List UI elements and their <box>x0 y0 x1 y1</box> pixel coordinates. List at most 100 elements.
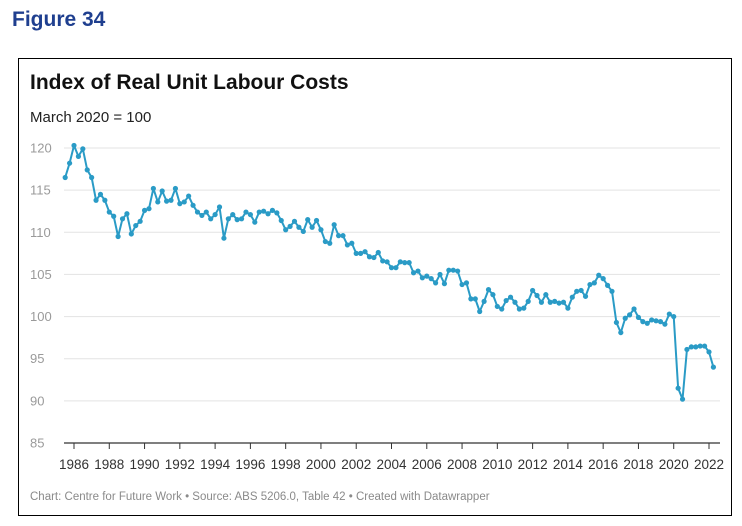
data-point <box>291 218 298 224</box>
data-point <box>446 267 452 273</box>
chart-footer: Chart: Centre for Future Work • Source: … <box>30 491 490 503</box>
data-point <box>172 185 179 192</box>
data-point <box>450 267 456 273</box>
data-point <box>631 306 637 312</box>
data-point <box>84 167 90 173</box>
data-point <box>344 242 350 248</box>
data-point <box>578 287 584 294</box>
data-point <box>349 240 355 246</box>
data-point <box>93 197 99 203</box>
y-tick-label: 110 <box>30 225 51 240</box>
data-point <box>89 174 95 181</box>
data-point <box>283 227 289 233</box>
data-point <box>657 319 664 325</box>
data-point <box>75 153 82 160</box>
data-point <box>459 281 465 288</box>
data-point <box>97 191 104 197</box>
data-point <box>499 306 505 312</box>
data-point <box>212 211 218 218</box>
x-tick-label: 1994 <box>200 457 231 472</box>
y-tick-label: 85 <box>30 436 44 451</box>
data-point <box>234 217 240 223</box>
y-tick-label: 95 <box>30 351 44 366</box>
data-point <box>80 146 86 152</box>
data-point <box>340 233 346 239</box>
data-point <box>463 280 470 286</box>
data-point <box>305 217 311 223</box>
axis-layer: 85 90 95 100 105 110 115 120 1986 1988 1990 1992 199… <box>30 141 724 473</box>
data-point <box>247 211 253 218</box>
data-point <box>649 317 655 323</box>
x-tick-label: 2018 <box>623 457 653 472</box>
data-point <box>428 276 434 282</box>
data-point <box>137 218 143 224</box>
data-point <box>335 233 342 239</box>
data-point <box>353 250 359 256</box>
data-point <box>565 305 571 311</box>
data-point <box>591 280 597 286</box>
data-point <box>521 305 527 311</box>
data-point <box>269 207 276 213</box>
series-line <box>64 144 715 401</box>
data-point <box>208 216 214 222</box>
y-tick-label: 120 <box>30 141 52 156</box>
data-point <box>146 206 152 212</box>
data-point <box>618 329 624 336</box>
x-tick-label: 2004 <box>376 457 407 472</box>
x-tick-label: 2022 <box>694 457 724 472</box>
data-point <box>534 292 540 299</box>
x-tick-label: 2010 <box>482 457 512 472</box>
data-point <box>675 385 681 391</box>
data-point <box>66 160 73 166</box>
data-point <box>516 306 522 312</box>
x-tick-label: 1996 <box>235 457 265 472</box>
data-point <box>569 294 575 300</box>
data-point <box>406 260 412 266</box>
data-point <box>177 201 183 207</box>
y-tick-label: 105 <box>30 267 52 282</box>
data-point <box>141 207 148 213</box>
data-point <box>468 296 474 302</box>
data-point <box>424 273 430 279</box>
data-point <box>671 313 677 320</box>
data-point <box>701 343 708 349</box>
data-point <box>194 209 201 215</box>
data-point <box>587 281 593 288</box>
data-point <box>596 272 602 278</box>
data-point <box>221 235 227 241</box>
data-point <box>230 211 236 218</box>
data-point <box>278 217 284 224</box>
data-point <box>477 308 483 315</box>
data-point <box>433 280 439 286</box>
x-tick-label: 2008 <box>447 457 477 472</box>
data-point <box>362 249 368 255</box>
data-point <box>106 209 112 215</box>
data-point <box>296 224 302 230</box>
data-point <box>552 298 558 304</box>
x-tick-label: 2006 <box>412 457 442 472</box>
data-point <box>574 288 580 294</box>
data-point <box>190 202 196 208</box>
data-point <box>128 231 134 237</box>
data-point <box>507 294 514 300</box>
chart-subtitle: March 2020 = 100 <box>30 109 152 126</box>
data-point <box>238 216 245 222</box>
data-point <box>150 185 156 192</box>
data-point <box>164 198 170 204</box>
data-point <box>604 282 611 288</box>
data-point <box>653 318 659 324</box>
data-point <box>525 298 531 304</box>
data-point <box>186 193 192 199</box>
data-point <box>490 292 496 298</box>
data-point <box>627 312 633 318</box>
data-point <box>384 259 390 265</box>
data-point <box>419 275 425 281</box>
data-point <box>600 276 606 282</box>
data-point <box>688 344 694 350</box>
x-tick-label: 2002 <box>341 457 371 472</box>
data-point <box>102 197 108 203</box>
data-point <box>322 238 328 245</box>
data-point <box>366 254 373 260</box>
data-point <box>243 209 249 215</box>
data-point <box>547 299 553 305</box>
